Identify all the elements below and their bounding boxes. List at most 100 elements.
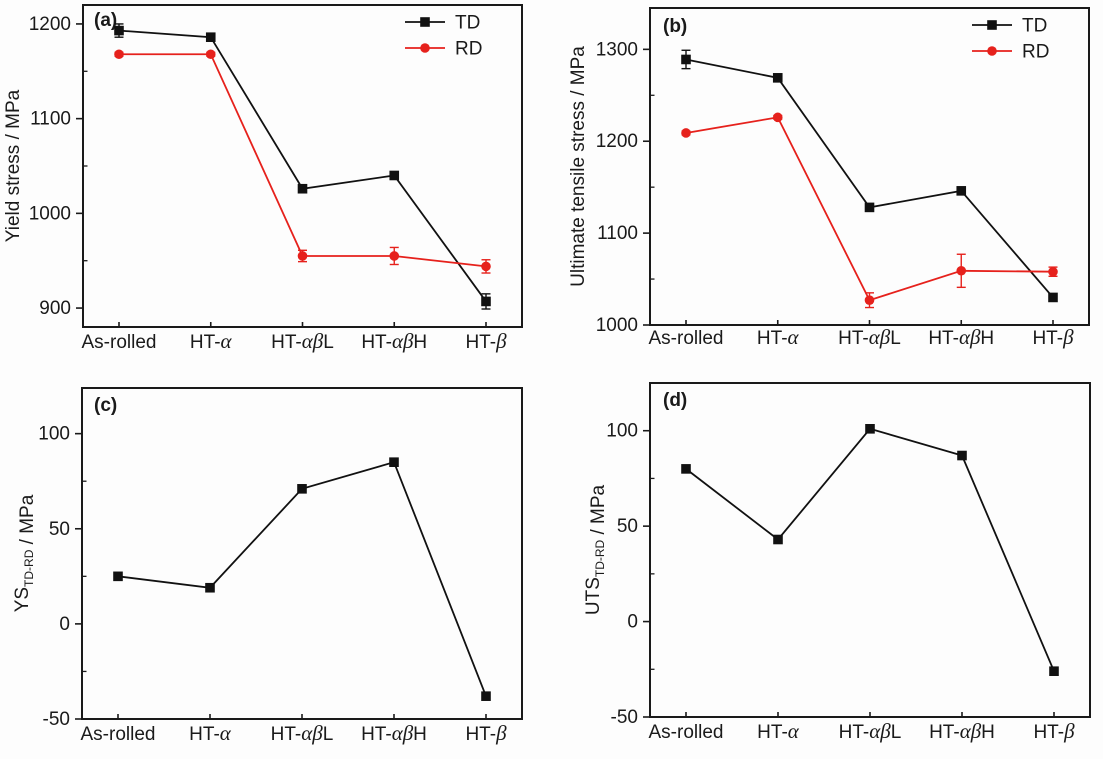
data-point-marker xyxy=(1048,266,1058,277)
chart-svg-a: 900 1000 1100 1200 As-rolled HT-α HT-αβL HT-αβH… xyxy=(3,4,523,353)
data-point-marker xyxy=(773,534,783,545)
chart-svg-d: -50 0 50 100 As-rolled HT-α HT-αβL HT-αβH HT-β (d… xyxy=(583,382,1091,743)
x-tick-label: As-rolled xyxy=(649,722,724,743)
panel-c-ys-difference-chart: -50 0 50 100 As-rolled HT-α HT-αβL HT-αβH HT-β (c… xyxy=(0,368,551,759)
data-point-marker xyxy=(864,202,875,213)
y-tick-label: 1100 xyxy=(597,223,638,244)
panel-letter: (c) xyxy=(94,395,117,416)
legend-entry-rd: RD xyxy=(405,39,482,60)
y-tick-label: 1000 xyxy=(29,203,71,224)
legend-entry-td: TD xyxy=(972,16,1047,37)
legend-entry-rd: RD xyxy=(972,42,1049,63)
chart-svg-b: 1000 1100 1200 1300 As-rolled HT-α HT-αβL HT-αβ… xyxy=(568,7,1090,349)
series-line xyxy=(119,53,487,268)
data-point-marker xyxy=(865,424,875,434)
x-tick-label: HT-α xyxy=(189,721,232,745)
panel-letter: (a) xyxy=(94,10,117,31)
data-point-marker xyxy=(113,571,123,582)
data-point-marker xyxy=(987,20,997,30)
data-point-marker xyxy=(481,296,491,307)
x-tick-label: HT-β xyxy=(1032,325,1074,349)
chart-svg-c: -50 0 50 100 As-rolled HT-α HT-αβL HT-αβH HT-β (c… xyxy=(12,387,523,745)
data-point-marker xyxy=(420,17,430,27)
x-tick-label: HT-β xyxy=(465,721,507,745)
data-point-marker xyxy=(297,251,308,261)
y-axis-label: UTSTD-RD / MPa xyxy=(583,484,609,615)
data-point-marker xyxy=(205,32,216,42)
data-point-marker xyxy=(297,484,307,494)
series-line xyxy=(685,427,1055,672)
x-tick-label: HT-αβH xyxy=(928,325,994,349)
panel-letter: (b) xyxy=(663,16,687,37)
series-rd xyxy=(681,112,1058,309)
series-td xyxy=(114,23,491,310)
panel-a-yield-stress-chart: 900 1000 1100 1200 As-rolled HT-α HT-αβL HT-αβH… xyxy=(0,0,551,368)
data-point-marker xyxy=(389,251,400,261)
y-axis-label: Ultimate tensile stress / MPa xyxy=(568,46,589,287)
y-tick-label: 1200 xyxy=(29,14,71,35)
y-tick-label: -50 xyxy=(43,709,70,730)
x-tick-label: As-rolled xyxy=(82,332,157,353)
series-uts-td-rd xyxy=(681,424,1059,676)
series-line xyxy=(117,461,487,697)
data-point-marker xyxy=(389,170,400,181)
x-tick-label: HT-α xyxy=(757,325,800,349)
y-tick-label: 50 xyxy=(49,519,70,540)
data-point-marker xyxy=(297,183,308,194)
x-tick-label: HT-αβL xyxy=(271,329,334,353)
series-rd xyxy=(114,49,491,274)
data-point-marker xyxy=(772,112,783,123)
y-tick-label: -50 xyxy=(611,707,638,728)
data-point-marker xyxy=(681,464,691,474)
data-point-marker xyxy=(864,295,875,305)
data-point-marker xyxy=(205,49,216,60)
x-tick-label: HT-αβH xyxy=(929,719,995,743)
data-point-marker xyxy=(1049,666,1059,676)
y-axis-label: Yield stress / MPa xyxy=(3,89,24,242)
data-point-marker xyxy=(681,128,691,138)
data-point-marker xyxy=(481,261,491,272)
legend-label: RD xyxy=(455,39,482,60)
data-point-marker xyxy=(481,691,491,701)
data-point-marker xyxy=(987,46,997,56)
legend-label: RD xyxy=(1022,42,1049,63)
x-tick-label: HT-αβL xyxy=(839,719,902,743)
x-tick-label: HT-αβL xyxy=(271,721,334,745)
x-tick-label: HT-αβH xyxy=(361,721,427,745)
data-point-marker xyxy=(956,265,967,276)
y-tick-label: 1300 xyxy=(596,39,638,60)
x-tick-label: HT-αβH xyxy=(361,329,427,353)
y-tick-label: 100 xyxy=(38,424,70,445)
series-td xyxy=(681,49,1058,303)
data-point-marker xyxy=(420,43,430,53)
legend-label: TD xyxy=(455,13,480,34)
y-tick-label: 900 xyxy=(39,298,71,319)
series-ys-td-rd xyxy=(113,457,491,701)
panel-b-ultimate-tensile-stress-chart: 1000 1100 1200 1300 As-rolled HT-α HT-αβL HT-αβ… xyxy=(551,0,1103,368)
data-point-marker xyxy=(389,457,399,467)
x-tick-label: HT-αβL xyxy=(838,325,901,349)
axes-frame xyxy=(81,387,523,720)
y-tick-label: 100 xyxy=(606,421,638,442)
data-point-marker xyxy=(957,450,967,461)
x-tick-label: As-rolled xyxy=(649,328,724,349)
series-line xyxy=(685,58,1054,299)
data-point-marker xyxy=(1048,292,1058,303)
y-tick-label: 1200 xyxy=(596,131,638,152)
x-tick-label: As-rolled xyxy=(81,724,156,745)
y-tick-label: 0 xyxy=(627,612,638,633)
legend-label: TD xyxy=(1022,16,1047,37)
y-tick-label: 1100 xyxy=(30,109,71,130)
x-tick-label: HT-β xyxy=(465,329,507,353)
legend-entry-td: TD xyxy=(405,13,480,34)
data-point-marker xyxy=(681,54,691,65)
data-point-marker xyxy=(772,73,783,83)
y-tick-label: 1000 xyxy=(596,315,638,336)
data-point-marker xyxy=(114,49,124,60)
data-point-marker xyxy=(114,25,124,36)
panel-letter: (d) xyxy=(663,390,687,411)
y-tick-label: 50 xyxy=(617,516,638,537)
x-tick-label: HT-α xyxy=(190,329,233,353)
y-tick-label: 0 xyxy=(59,614,70,635)
